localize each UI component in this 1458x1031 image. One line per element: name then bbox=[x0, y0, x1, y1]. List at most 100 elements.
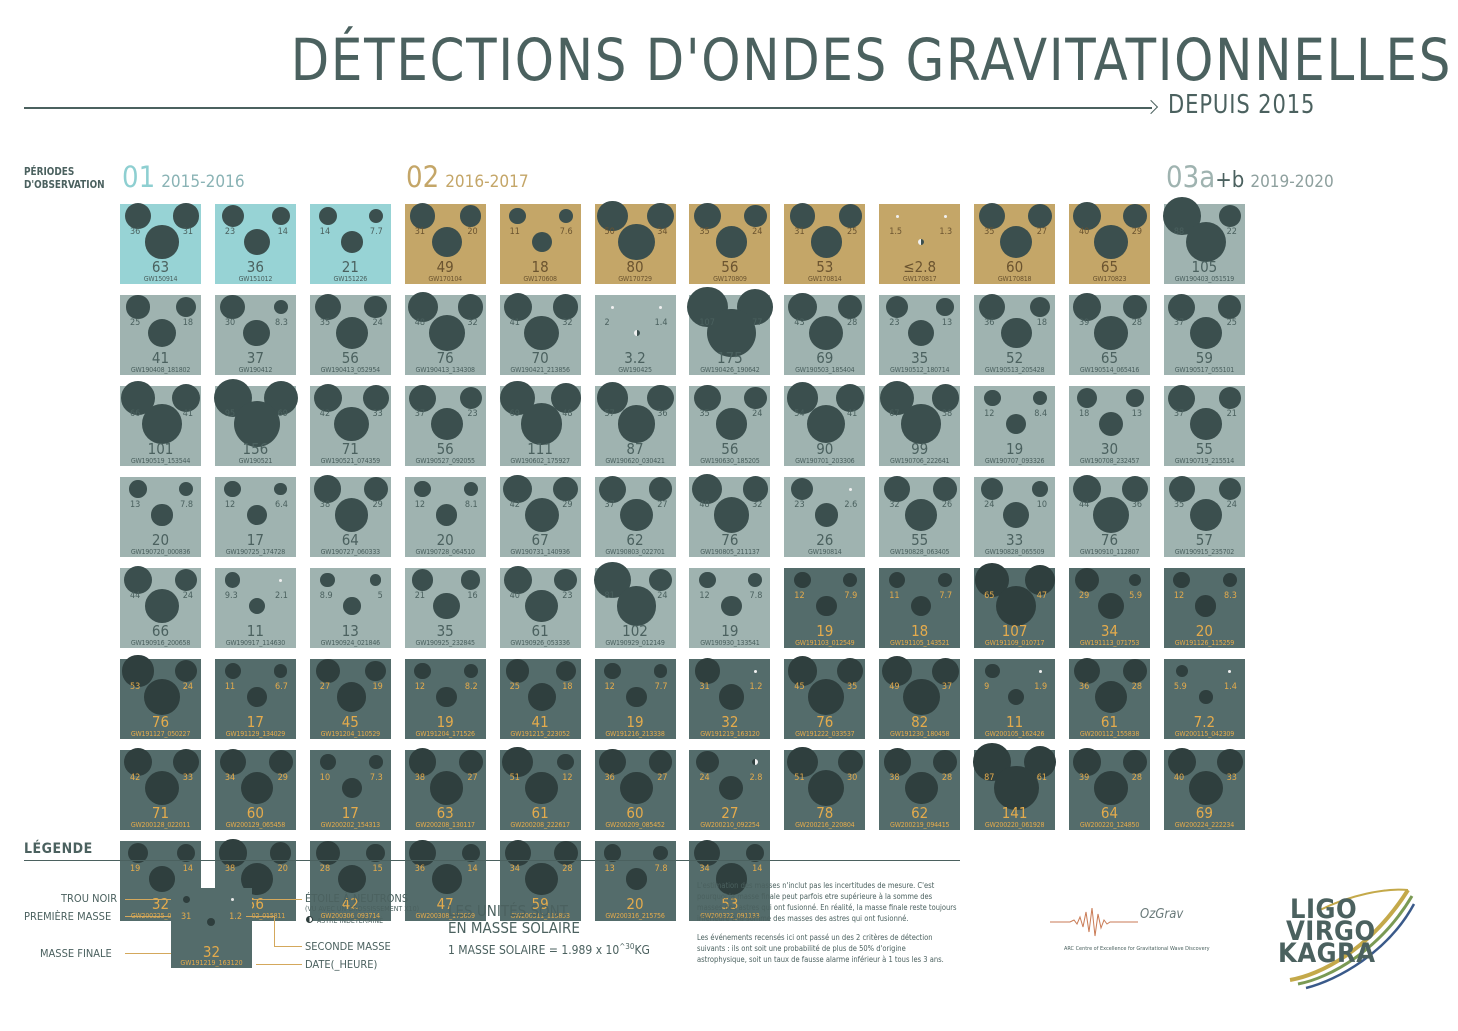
black-hole-first-dot bbox=[1168, 475, 1196, 503]
final-mass-label: 11 bbox=[246, 622, 264, 640]
black-hole-first-dot bbox=[1168, 384, 1196, 412]
first-mass-label: 12 bbox=[414, 500, 425, 510]
first-mass-label: 53 bbox=[130, 682, 141, 692]
second-mass-dot bbox=[1025, 565, 1055, 595]
black-hole-first-dot bbox=[884, 476, 910, 502]
final-mass-dot bbox=[147, 318, 177, 348]
second-mass-label: 32 bbox=[467, 318, 478, 328]
second-mass-label: 7.7 bbox=[654, 682, 668, 692]
final-mass-dot bbox=[814, 503, 838, 527]
final-mass-label: 156 bbox=[242, 440, 269, 458]
final-mass-label: 45 bbox=[341, 713, 359, 731]
second-mass-dot bbox=[938, 573, 953, 587]
event-cell: 21 16 35 GW190925_232845 bbox=[404, 568, 486, 648]
first-mass-label: 18 bbox=[1079, 409, 1090, 419]
final-mass-dot bbox=[337, 682, 367, 712]
final-mass-dot bbox=[335, 317, 368, 349]
second-mass-dot bbox=[274, 664, 288, 678]
first-mass-label: 31 bbox=[414, 227, 425, 237]
event-cell: 23 2.6 26 GW190814 bbox=[784, 477, 866, 557]
final-mass-dot bbox=[527, 682, 556, 712]
first-mass-label: 10 bbox=[319, 773, 331, 783]
notes-block: L'estimation des masses n'inclut pas les… bbox=[697, 880, 957, 973]
event-cell: 1.5 1.3 ≤2.8 GW170817 bbox=[879, 204, 961, 284]
second-mass-dot bbox=[1122, 203, 1148, 229]
units-block: LES UNITÉS SONT EN MASSE SOLAIRE 1 MASSE… bbox=[448, 903, 650, 959]
second-mass-dot bbox=[753, 669, 757, 673]
first-mass-label: 13 bbox=[604, 864, 615, 874]
event-date-label: GW191127_050227 bbox=[130, 730, 191, 738]
final-mass-label: 27 bbox=[721, 804, 739, 822]
final-mass-label: 70 bbox=[531, 349, 549, 367]
page-subtitle: DEPUIS 2015 bbox=[1168, 90, 1316, 120]
second-mass-label: 8.2 bbox=[464, 682, 478, 692]
final-mass-label: 20 bbox=[151, 531, 170, 549]
legend-neutron-star-note: (VU AVEC UN GROSSISSEMENT X10) bbox=[305, 905, 420, 913]
second-mass-label: 7.8 bbox=[180, 500, 193, 510]
second-mass-dot bbox=[1218, 205, 1241, 227]
second-mass-label: 7.9 bbox=[844, 591, 858, 601]
event-cell: 8.9 5 13 GW190924_021846 bbox=[309, 568, 391, 648]
first-mass-label: 37 bbox=[1173, 409, 1185, 419]
second-mass-label: 14 bbox=[467, 864, 478, 874]
second-mass-dot bbox=[659, 305, 662, 309]
final-mass-dot bbox=[144, 679, 180, 715]
event-date-label: GW200128_022011 bbox=[130, 821, 191, 829]
event-date-label: GW170817 bbox=[902, 275, 937, 283]
final-mass-dot bbox=[1000, 317, 1032, 349]
final-mass-dot bbox=[901, 404, 941, 444]
event-date-label: GW190727_060333 bbox=[320, 548, 381, 556]
final-mass-dot bbox=[715, 226, 748, 258]
first-mass-label: 12 bbox=[699, 591, 710, 601]
event-date-label: GW190719_215514 bbox=[1174, 457, 1235, 465]
second-mass-dot bbox=[931, 657, 959, 685]
black-hole-first-dot bbox=[1074, 567, 1100, 593]
second-mass-label: 1.4 bbox=[654, 318, 668, 328]
first-mass-label: 35 bbox=[699, 409, 710, 419]
event-date-label: GW200316_215756 bbox=[605, 912, 665, 920]
first-mass-label: 9 bbox=[984, 682, 990, 692]
second-mass-dot bbox=[648, 477, 673, 501]
event-cell: 42 33 71 GW190521_074359 bbox=[309, 383, 391, 466]
second-mass-label: 1.3 bbox=[939, 227, 953, 237]
black-hole-first-dot bbox=[604, 662, 621, 680]
black-hole-first-dot bbox=[599, 475, 626, 503]
second-mass-dot bbox=[836, 383, 865, 413]
event-cell: 43 28 69 GW190503_185404 bbox=[784, 292, 866, 375]
final-mass-dot bbox=[1094, 771, 1128, 805]
event-cell: 10 7.3 17 GW200202_154313 bbox=[309, 750, 391, 830]
first-mass-label: 44 bbox=[130, 591, 141, 601]
final-mass-label: 56 bbox=[721, 258, 739, 276]
final-mass-label: 21 bbox=[341, 258, 359, 276]
first-mass-label: 19 bbox=[130, 864, 141, 874]
first-mass-label: 11 bbox=[224, 682, 236, 692]
black-hole-first-dot bbox=[889, 571, 906, 589]
second-mass-dot bbox=[362, 385, 389, 411]
event-cell: 81 24 102 GW190929_012149 bbox=[594, 561, 676, 648]
first-mass-label: 32 bbox=[889, 500, 900, 510]
final-mass-label: 67 bbox=[531, 531, 549, 549]
legend-undetermined: ASTRE INDÉTERMINÉ bbox=[317, 917, 384, 925]
event-cell: 30 8.3 37 GW190412 bbox=[214, 294, 296, 375]
second-mass-label: 5 bbox=[377, 591, 383, 601]
legend-black-hole-dot bbox=[183, 896, 190, 903]
final-mass-label: 19 bbox=[436, 713, 454, 731]
legend-arrow-second-mass-end bbox=[274, 946, 302, 947]
first-mass-label: 41 bbox=[509, 318, 520, 328]
black-hole-first-dot bbox=[314, 293, 341, 321]
final-mass-label: 63 bbox=[436, 804, 454, 822]
second-mass-label: 33 bbox=[372, 409, 383, 419]
first-mass-label: 27 bbox=[319, 682, 331, 692]
event-date-label: GW190521_074359 bbox=[320, 457, 381, 465]
event-date-label: GW200306_093714 bbox=[320, 912, 381, 920]
final-mass-dot bbox=[995, 585, 1037, 627]
event-date-label: GW190514_065416 bbox=[1079, 366, 1140, 374]
black-hole-first-dot bbox=[1173, 571, 1191, 589]
second-mass-label: 29 bbox=[1131, 227, 1142, 237]
second-mass-dot bbox=[1122, 294, 1148, 320]
event-date-label: GW190720_000836 bbox=[130, 548, 191, 556]
first-mass-label: 36 bbox=[1079, 682, 1090, 692]
logo-virgo: VIRGO bbox=[1286, 916, 1376, 947]
event-cell: 48 32 76 GW190413_134308 bbox=[404, 292, 486, 375]
event-date-label: GW191230_180458 bbox=[890, 730, 950, 738]
